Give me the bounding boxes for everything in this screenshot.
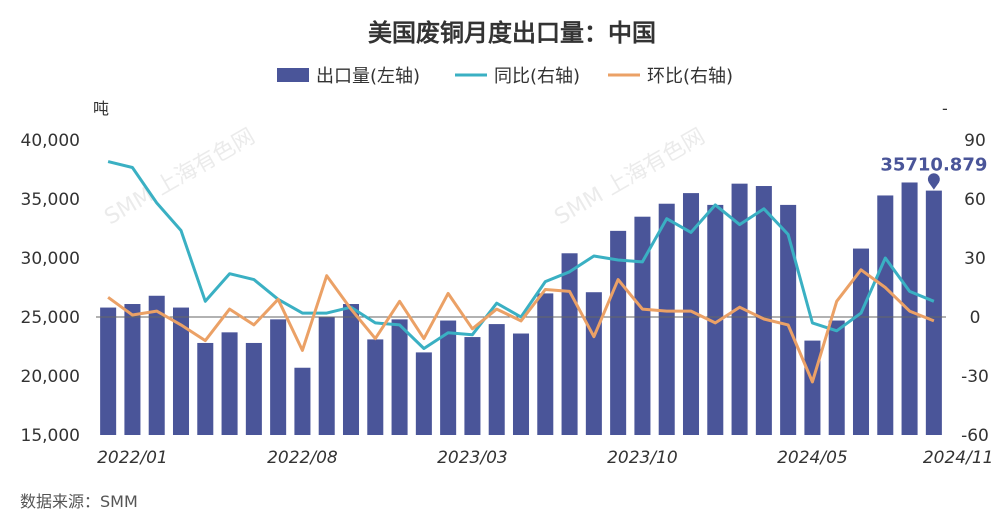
bar bbox=[610, 230, 627, 435]
bar bbox=[270, 319, 287, 435]
annotation: 35710.879 bbox=[880, 155, 987, 190]
bar bbox=[221, 332, 238, 435]
x-axis: 2022/01 2022/08 2023/03 2023/10 2024/05 2024/… bbox=[97, 448, 993, 468]
y-right-tick-label: 30 bbox=[964, 249, 986, 269]
y-left-tick-label: 40,000 bbox=[21, 131, 80, 151]
bar bbox=[901, 182, 918, 435]
bar bbox=[512, 333, 530, 435]
legend-bar-label: 出口量(左轴) bbox=[316, 66, 420, 87]
bar bbox=[877, 195, 894, 435]
y-right-tick-label: 0 bbox=[970, 308, 981, 328]
source-text: 数据来源：SMM bbox=[20, 492, 138, 511]
x-tick-label: 2024/05 bbox=[777, 448, 848, 468]
bar-series bbox=[100, 182, 942, 435]
bar bbox=[100, 307, 117, 435]
bar bbox=[367, 339, 384, 435]
bar bbox=[148, 295, 165, 435]
y-right-unit: - bbox=[942, 99, 948, 118]
x-tick-label: 2024/11 bbox=[923, 448, 994, 468]
x-tick-label: 2023/03 bbox=[437, 448, 508, 468]
x-tick-label: 2022/08 bbox=[267, 448, 338, 468]
bar bbox=[780, 204, 797, 435]
bar bbox=[561, 253, 578, 435]
y-left-unit: 吨 bbox=[93, 99, 109, 118]
annotation-label: 35710.879 bbox=[880, 155, 987, 176]
mom-line bbox=[107, 268, 935, 384]
y-axis-left: 15,000 20,000 25,000 30,000 35,000 40,000 bbox=[21, 131, 80, 446]
bar bbox=[415, 352, 432, 435]
bar bbox=[828, 320, 845, 435]
bar bbox=[852, 248, 870, 435]
y-right-tick-label: 90 bbox=[964, 131, 986, 151]
bar bbox=[731, 183, 748, 435]
legend-mom-label: 环比(右轴) bbox=[647, 66, 733, 87]
y-left-tick-label: 15,000 bbox=[21, 426, 80, 446]
bar bbox=[172, 307, 190, 435]
bar bbox=[124, 304, 141, 435]
bar bbox=[755, 186, 772, 435]
bar bbox=[537, 293, 554, 435]
y-left-tick-label: 20,000 bbox=[21, 367, 80, 387]
y-left-tick-label: 35,000 bbox=[21, 190, 80, 210]
y-right-tick-label: -60 bbox=[961, 426, 989, 446]
bar bbox=[440, 320, 457, 435]
legend-yoy-label: 同比(右轴) bbox=[494, 66, 580, 87]
bar bbox=[585, 292, 602, 435]
bar bbox=[707, 204, 724, 435]
bar bbox=[464, 337, 481, 435]
legend-bar-swatch bbox=[277, 68, 309, 82]
bar bbox=[294, 367, 311, 435]
y-axis-right: -60 -30 0 30 60 90 bbox=[961, 131, 989, 446]
bar bbox=[391, 319, 408, 435]
bar bbox=[804, 340, 821, 435]
chart-title: 美国废铜月度出口量：中国 bbox=[368, 19, 656, 47]
bar bbox=[634, 216, 651, 435]
bar bbox=[925, 190, 942, 435]
x-tick-label: 2022/01 bbox=[97, 448, 168, 468]
watermark: SMM 上海有色网 bbox=[101, 124, 260, 230]
bar bbox=[488, 324, 505, 435]
y-right-tick-label: -30 bbox=[961, 367, 989, 387]
y-right-tick-label: 60 bbox=[964, 190, 986, 210]
y-left-tick-label: 30,000 bbox=[21, 249, 80, 269]
bar bbox=[682, 193, 700, 435]
bar bbox=[342, 304, 360, 435]
bar bbox=[197, 342, 214, 435]
bar bbox=[658, 203, 675, 435]
bar bbox=[318, 317, 335, 435]
bar bbox=[245, 342, 262, 435]
line-series bbox=[107, 160, 935, 384]
yoy-line bbox=[107, 160, 935, 350]
annotation-marker bbox=[927, 173, 940, 190]
x-tick-label: 2023/10 bbox=[607, 448, 678, 468]
legend: 出口量(左轴) 同比(右轴) 环比(右轴) bbox=[277, 66, 733, 87]
y-left-tick-label: 25,000 bbox=[21, 308, 80, 328]
